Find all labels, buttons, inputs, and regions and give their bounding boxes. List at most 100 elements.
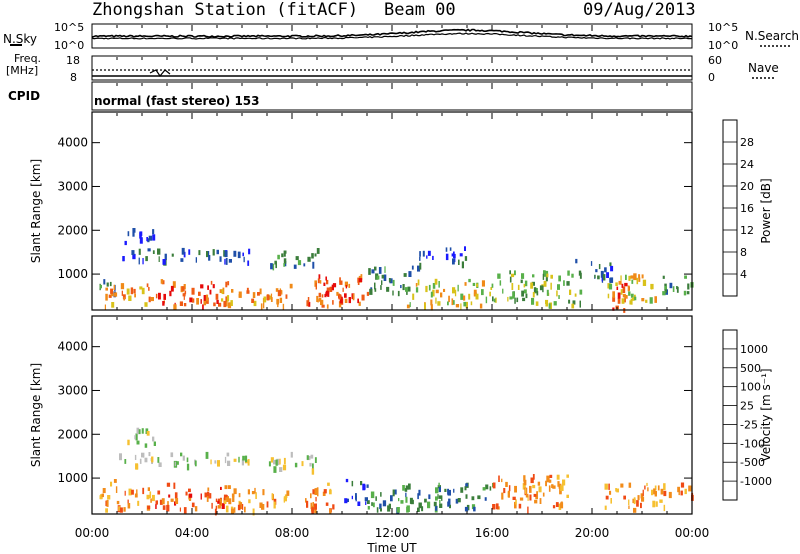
scatter-cell: [410, 499, 414, 505]
scatter-cell: [325, 290, 329, 296]
scatter-cell: [251, 491, 255, 495]
scatter-cell: [164, 253, 167, 261]
scatter-cell: [492, 482, 496, 489]
scatter-cell: [628, 291, 631, 296]
scatter-cell: [272, 263, 275, 271]
scatter-cell: [397, 290, 400, 297]
scatter-cell: [327, 482, 330, 486]
nsky-bottom-label: 10^0: [54, 39, 85, 52]
nsky-top-label: 10^5: [54, 21, 85, 34]
x-tick-label: 16:00: [475, 526, 510, 540]
scatter-cell: [628, 482, 632, 488]
scatter-cell: [598, 264, 601, 270]
scatter-cell: [612, 307, 615, 311]
scatter-cell: [638, 277, 641, 282]
scatter-cell: [511, 273, 515, 278]
scatter-cell: [628, 275, 631, 281]
scatter-cell: [463, 295, 466, 301]
cpid-strip-box: [91, 81, 693, 111]
scatter-cell: [152, 494, 155, 502]
scatter-cell: [161, 498, 165, 505]
scatter-cell: [279, 467, 283, 472]
scatter-cell: [222, 287, 225, 295]
scatter-cell: [616, 286, 619, 290]
scatter-cell: [618, 280, 622, 285]
scatter-cell: [548, 303, 551, 309]
scatter-cell: [323, 282, 326, 286]
scatter-cell: [424, 302, 426, 310]
x-tick-label: 12:00: [375, 526, 410, 540]
colorbar-tick-label: 25: [740, 400, 754, 413]
scatter-cell: [417, 279, 420, 286]
scatter-cell: [248, 248, 251, 255]
scatter-cell: [142, 487, 145, 495]
scatter-cell: [212, 284, 215, 289]
scatter-cell: [438, 281, 440, 288]
scatter-cell: [507, 296, 509, 302]
scatter-cell: [645, 299, 648, 303]
scatter-cell: [636, 277, 639, 285]
power-y-axis-label: Slant Range [km]: [29, 159, 43, 263]
scatter-cell: [130, 287, 134, 295]
cpid-label: CPID: [8, 89, 41, 103]
scatter-cell: [179, 507, 181, 512]
scatter-cell: [145, 256, 148, 262]
scatter-cell: [332, 283, 337, 288]
scatter-cell: [321, 294, 324, 298]
scatter-cell: [447, 501, 450, 507]
scatter-cell: [563, 280, 565, 286]
scatter-cell: [346, 498, 349, 502]
scatter-cell: [219, 500, 221, 505]
scatter-cell: [566, 474, 569, 478]
scatter-cell: [406, 506, 409, 513]
scatter-cell: [273, 466, 277, 473]
scatter-cell: [435, 289, 439, 294]
scatter-cell: [198, 250, 201, 256]
scatter-cell: [212, 249, 215, 256]
scatter-cell: [161, 280, 165, 285]
scatter-cell: [372, 502, 375, 508]
scatter-cell: [428, 494, 431, 500]
scatter-cell: [490, 287, 493, 290]
scatter-cell: [545, 276, 548, 282]
scatter-cell: [425, 285, 428, 293]
scatter-cell: [558, 275, 561, 282]
x-tick-label: 00:00: [675, 526, 710, 540]
scatter-cell: [273, 459, 276, 465]
scatter-cell: [254, 487, 256, 494]
scatter-cell: [173, 482, 176, 489]
scatter-cell: [207, 487, 210, 491]
scatter-cell: [417, 265, 421, 272]
scatter-cell: [283, 258, 287, 264]
scatter-cell: [110, 481, 113, 487]
scatter-cell: [553, 301, 557, 306]
scatter-cell: [481, 289, 484, 296]
scatter-cell: [214, 508, 217, 516]
scatter-cell: [521, 273, 525, 279]
scatter-cell: [519, 497, 524, 501]
scatter-cell: [326, 287, 330, 294]
scatter-cell: [146, 494, 150, 500]
scatter-cell: [371, 269, 375, 274]
freq-label-line2: [MHz]: [6, 64, 39, 77]
scatter-cell: [507, 490, 510, 498]
scatter-cell: [514, 485, 517, 493]
scatter-cell: [439, 503, 443, 508]
scatter-cell: [430, 291, 433, 298]
scatter-cell: [439, 499, 441, 504]
scatter-cell: [400, 285, 402, 289]
scatter-cell: [630, 298, 633, 305]
scatter-cell: [255, 492, 257, 499]
scatter-cell: [455, 498, 459, 504]
scatter-cell: [257, 292, 260, 296]
scatter-cell: [654, 296, 657, 303]
scatter-cell: [285, 294, 288, 299]
scatter-cell: [625, 274, 627, 280]
scatter-cell: [342, 287, 344, 292]
scatter-cell: [653, 488, 656, 495]
scatter-cell: [569, 289, 572, 295]
velocity-colorbar-label: Velocity [m s⁻¹]: [759, 368, 773, 461]
scatter-cell: [174, 492, 178, 499]
scatter-cell: [628, 499, 630, 506]
